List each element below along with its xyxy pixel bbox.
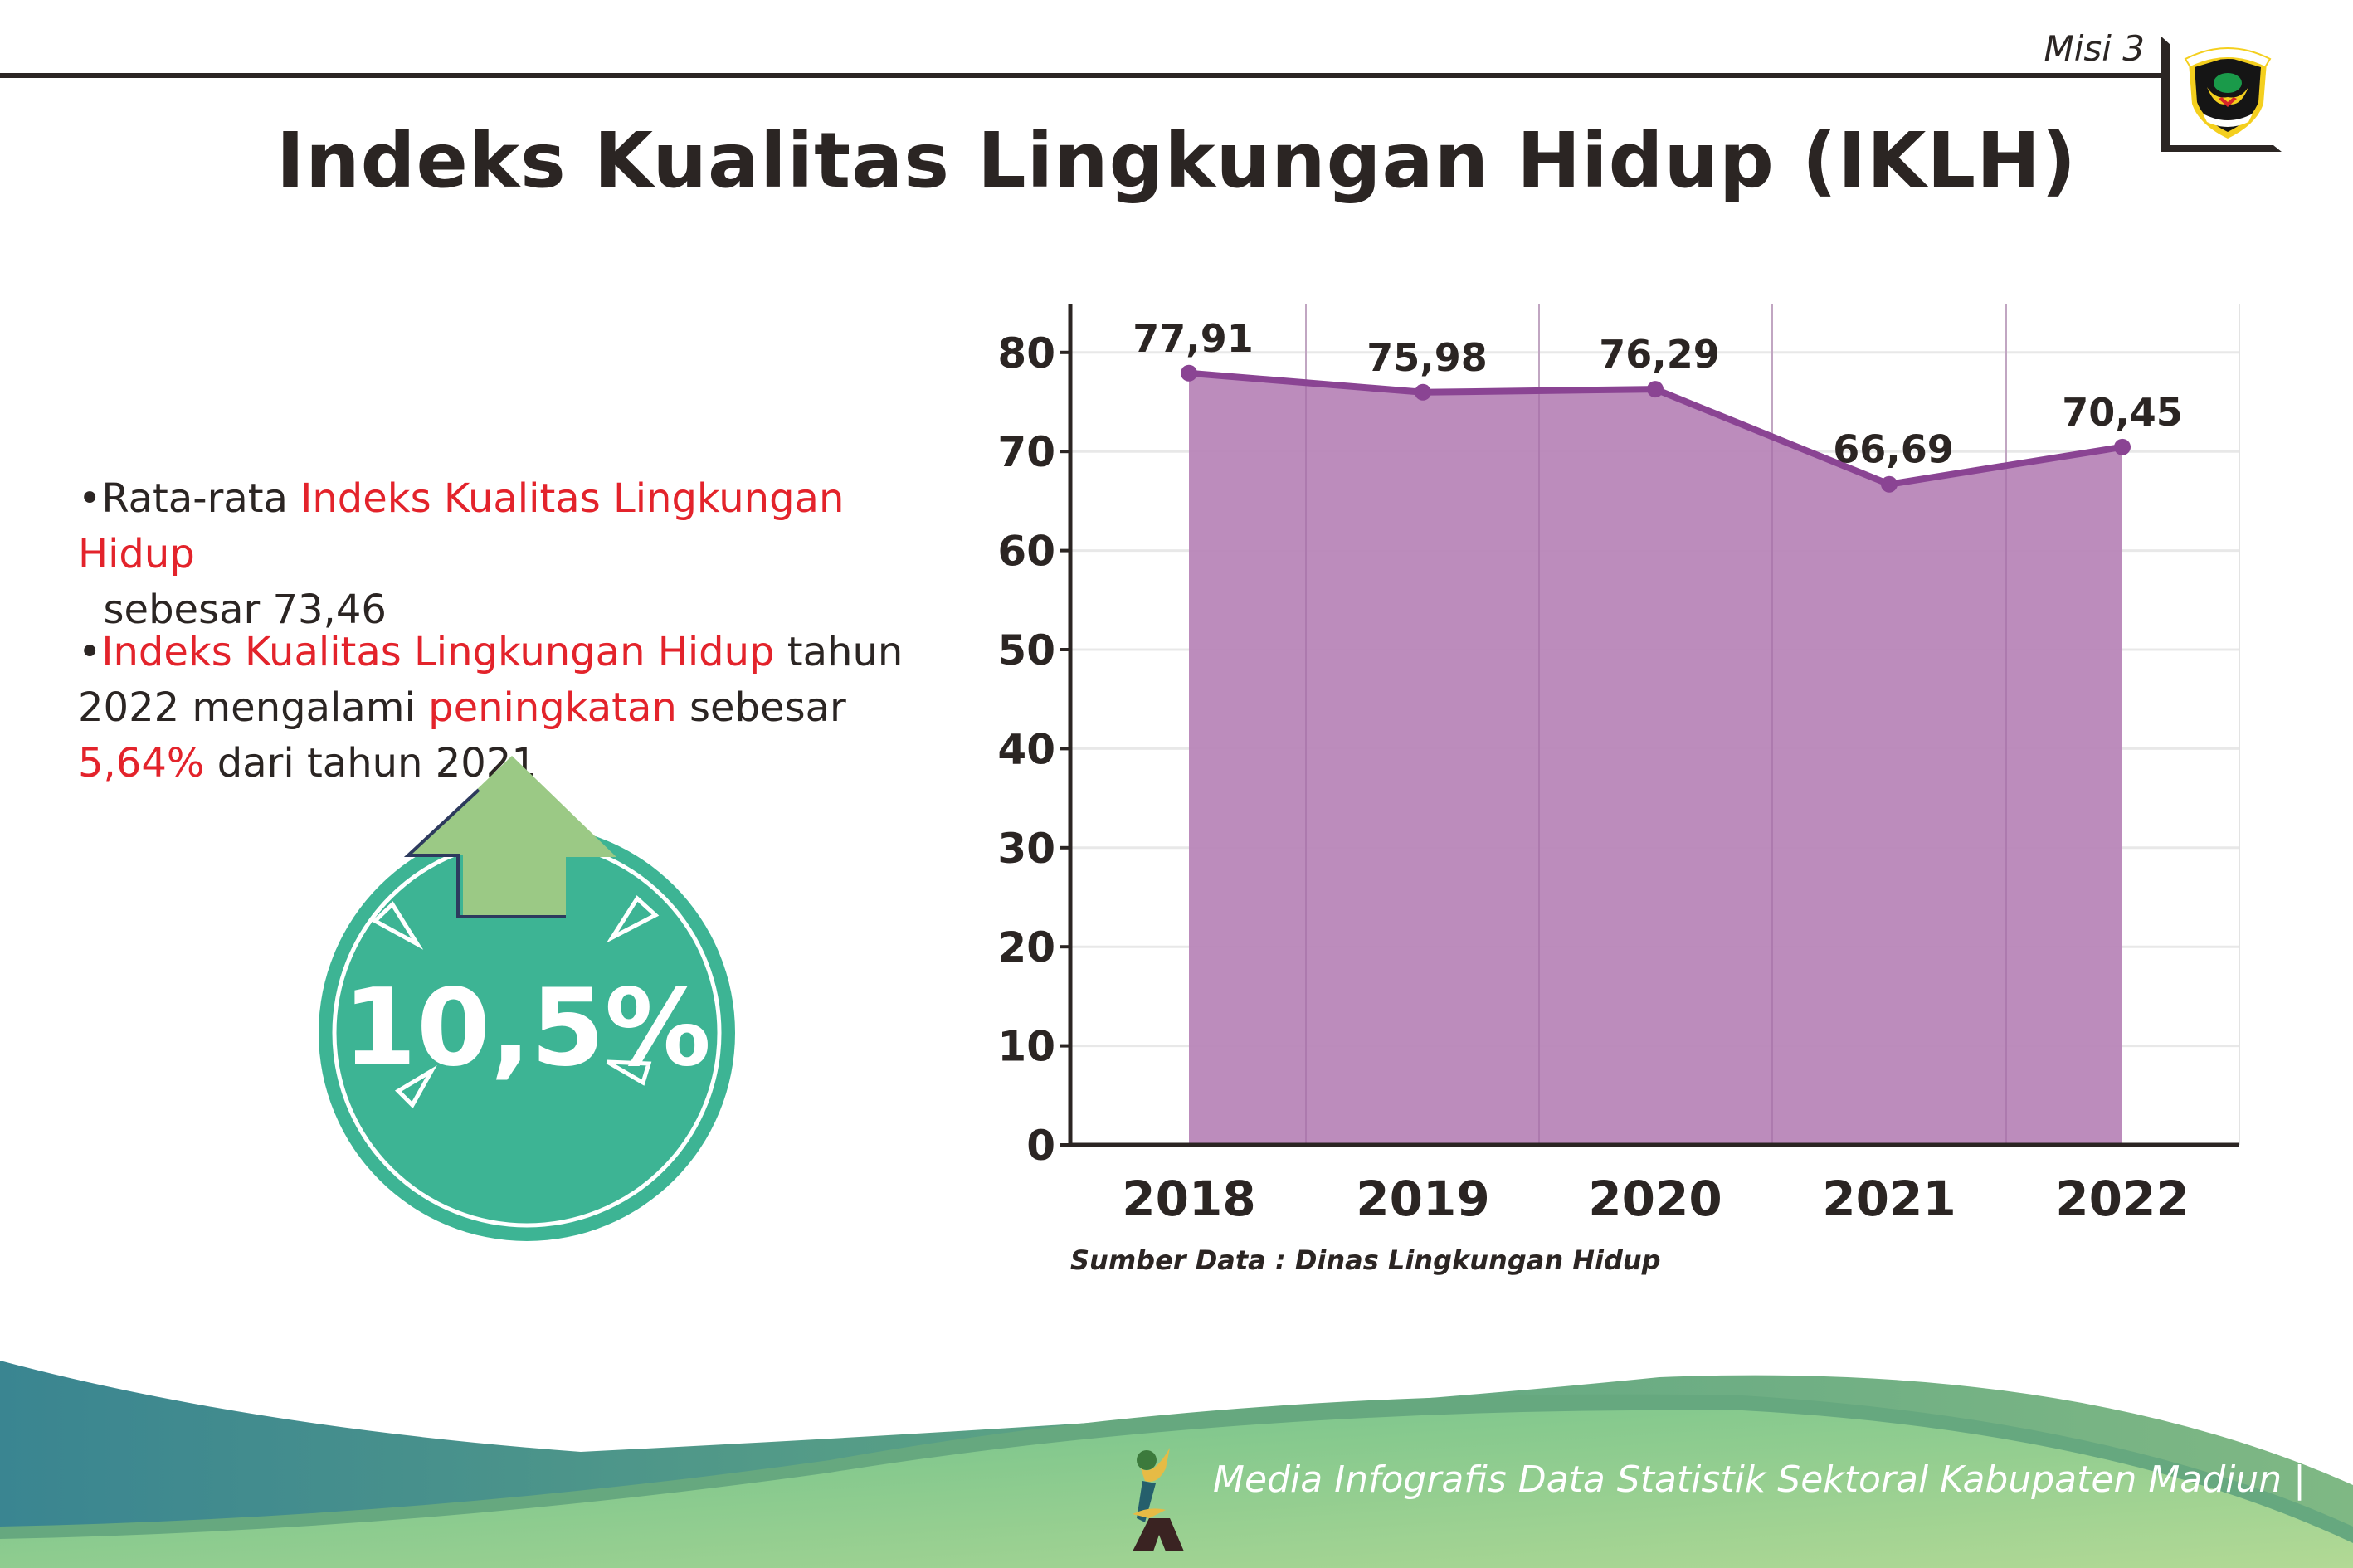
y-tick-label: 30 (997, 825, 1055, 873)
bullet-highlight: 5,64% (78, 740, 205, 786)
y-tick-label: 80 (997, 329, 1055, 377)
dancer-logo-icon (1133, 1448, 1184, 1551)
y-tick-label: 20 (997, 923, 1055, 971)
x-tick-label: 2022 (2055, 1171, 2189, 1227)
bullet-text: Rata-rata (101, 475, 301, 522)
y-tick-label: 40 (997, 725, 1055, 773)
y-tick-label: 50 (997, 626, 1055, 674)
section-label: Misi 3 (2044, 28, 2145, 69)
bullet-text: sebesar (676, 684, 846, 731)
bullet-highlight: Indeks Kualitas Lingkungan Hidup (101, 629, 775, 675)
bullet-highlight: Indeks Kualitas Lingkungan Hidup (78, 475, 845, 577)
header-frame (0, 37, 2282, 152)
bullet-text: tahun 2022 mengalami (78, 629, 904, 731)
page-title: Indeks Kualitas Lingkungan Hidup (IKLH) (275, 116, 2078, 205)
x-tick-label: 2021 (1822, 1171, 1956, 1227)
data-label: 77,91 (1133, 316, 1254, 361)
y-tick-label: 60 (997, 528, 1055, 576)
bullet-text: sebesar 73,46 (90, 587, 387, 633)
y-tick-label: 0 (1026, 1122, 1055, 1170)
y-tick-label: 10 (997, 1023, 1055, 1071)
bullet-average: •Rata-rata Indeks Kualitas Lingkungan Hi… (78, 475, 845, 633)
data-point (1881, 475, 1898, 493)
data-point (2114, 438, 2131, 455)
data-point (1415, 383, 1431, 401)
header-rule (0, 73, 2164, 78)
bullet-increase: •Indeks Kualitas Lingkungan Hidup tahun … (78, 629, 904, 786)
x-tick-label: 2019 (1356, 1171, 1489, 1227)
data-point (1647, 381, 1664, 398)
x-tick-label: 2020 (1588, 1171, 1722, 1227)
bullet-text: dari tahun 2021 (204, 740, 537, 786)
badge-value: 10,5% (343, 967, 711, 1090)
growth-badge: 10,5% (319, 756, 735, 1241)
iklh-line-chart: 0 10 20 30 40 50 60 70 80 77,91 2018 75,98 2019 76,29… (997, 304, 2240, 1227)
data-label: 76,29 (1599, 332, 1720, 377)
source-note: Sumber Data : Dinas Lingkungan Hidup (1070, 1244, 1661, 1276)
x-tick-label: 2018 (1122, 1171, 1255, 1227)
data-label: 75,98 (1366, 335, 1488, 380)
arrow-up-icon (403, 756, 616, 918)
footer-wave (0, 1361, 2353, 1568)
bullet-highlight: peningkatan (428, 684, 677, 731)
sparkle-icons (371, 895, 660, 1109)
kabupaten-madiun-logo (2184, 47, 2272, 139)
y-tick-label: 70 (997, 428, 1055, 476)
data-point (1181, 364, 1197, 382)
area-fill (1189, 373, 2122, 1145)
footer-tagline: Media Infografis Data Statistik Sektoral… (1213, 1458, 2306, 1501)
data-label: 66,69 (1833, 427, 1954, 472)
data-label: 70,45 (2062, 390, 2183, 435)
